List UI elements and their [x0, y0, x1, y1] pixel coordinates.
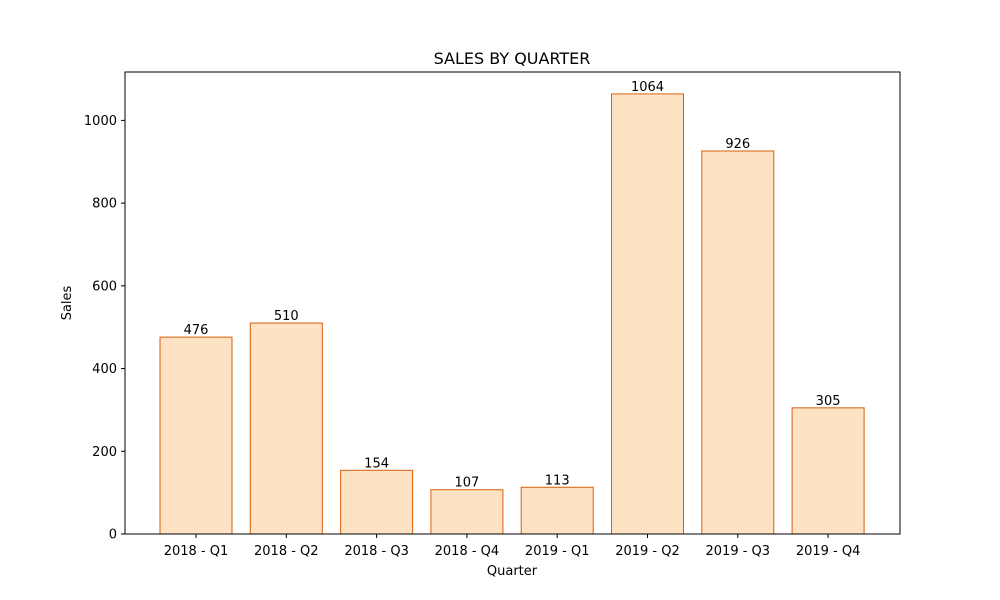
y-tick-label: 200 [92, 445, 117, 460]
chart-title: SALES BY QUARTER [434, 49, 591, 68]
y-tick-label: 400 [92, 362, 117, 377]
x-axis-label: Quarter [487, 564, 538, 579]
data-labels-group: 476 510 154 107 113 1064 926 305 [184, 80, 841, 491]
data-label: 510 [274, 309, 299, 324]
x-tick-label: 2018 - Q3 [344, 544, 409, 559]
data-label: 476 [184, 323, 209, 338]
bars-group [159, 93, 865, 535]
x-tick-label: 2018 - Q1 [164, 544, 229, 559]
x-tick-label: 2019 - Q3 [706, 544, 771, 559]
y-axis-label: Sales [60, 285, 75, 320]
x-tick-label: 2018 - Q2 [254, 544, 319, 559]
bar [611, 93, 684, 535]
bar [249, 322, 323, 535]
bar [340, 469, 414, 535]
x-tick-label: 2018 - Q4 [435, 544, 500, 559]
y-tick-label: 800 [92, 197, 117, 212]
x-axis: 2018 - Q1 2018 - Q2 2018 - Q3 2018 - Q4 2019… [164, 534, 861, 559]
x-tick-label: 2019 - Q1 [525, 544, 590, 559]
data-label: 305 [816, 394, 841, 409]
bar [791, 407, 865, 535]
data-label: 154 [364, 456, 389, 471]
y-tick-label: 0 [109, 528, 117, 543]
data-label: 926 [725, 137, 750, 152]
bar [159, 336, 233, 535]
x-tick-label: 2019 - Q4 [796, 544, 861, 559]
plot-frame [124, 71, 901, 535]
y-tick-label: 1000 [84, 114, 117, 129]
data-label: 113 [545, 473, 570, 488]
data-label: 107 [454, 476, 479, 491]
y-tick-label: 600 [92, 279, 117, 294]
bar [520, 486, 594, 535]
bar [430, 489, 504, 535]
y-axis: 0 200 400 600 800 1000 [84, 114, 125, 543]
bar [701, 150, 775, 535]
data-label: 1064 [631, 80, 664, 95]
x-tick-label: 2019 - Q2 [615, 544, 680, 559]
